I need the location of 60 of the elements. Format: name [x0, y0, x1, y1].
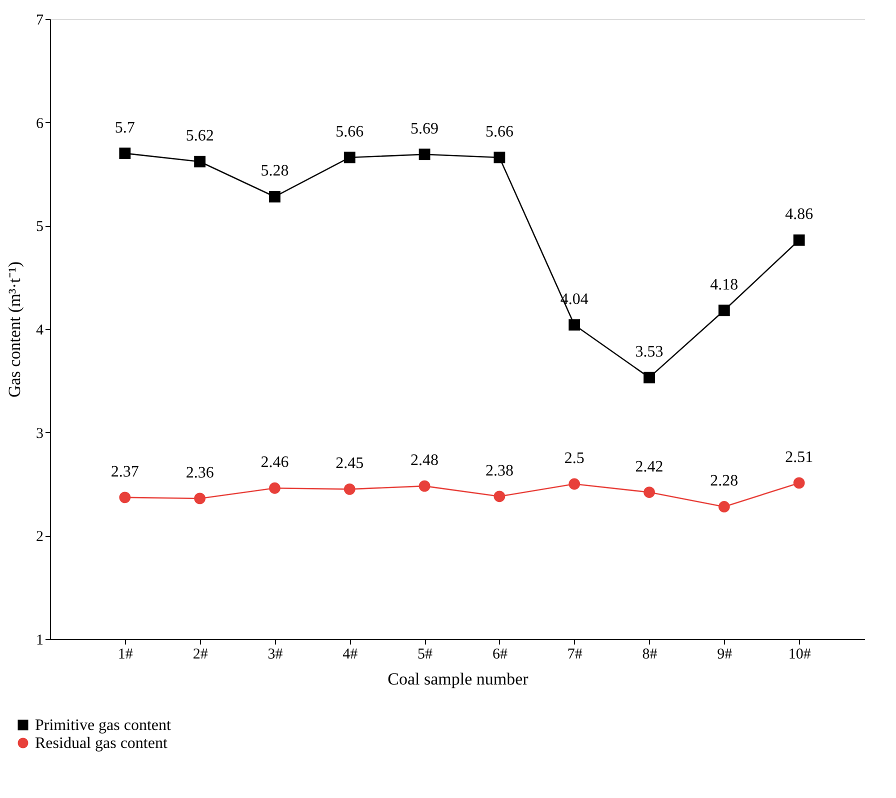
point	[119, 148, 131, 160]
x-tick-label: 6#	[492, 646, 508, 662]
data-label: 2.38	[485, 462, 514, 480]
point	[418, 480, 430, 492]
point	[568, 478, 580, 490]
point	[344, 483, 356, 495]
x-tick-label: 5#	[418, 646, 434, 662]
data-label: 2.37	[110, 463, 139, 480]
x-axis-title: Coal sample number	[388, 670, 529, 688]
point	[344, 152, 356, 164]
x-tick-label: 9#	[717, 646, 733, 662]
y-tick-label: 6	[36, 116, 44, 132]
x-tick-label: 7#	[567, 646, 583, 662]
point	[119, 492, 131, 504]
data-label: 5.62	[186, 128, 214, 145]
y-tick-label: 3	[36, 426, 44, 442]
point	[793, 234, 805, 246]
x-tick-label: 10#	[788, 646, 812, 662]
data-label: 2.36	[186, 464, 214, 482]
point	[194, 492, 206, 504]
data-label: 3.53	[635, 344, 664, 361]
data-label: 5.7	[114, 119, 135, 136]
x-tick-label: 4#	[342, 646, 358, 662]
point	[644, 372, 655, 384]
y-tick-label: 5	[36, 219, 44, 236]
point	[793, 477, 805, 489]
point	[568, 319, 580, 331]
data-label: 2.46	[260, 454, 289, 472]
y-tick-label: 2	[36, 529, 44, 546]
x-tick-label: 3#	[268, 646, 284, 662]
x-tick-label: 1#	[118, 646, 134, 662]
y-tick-label: 1	[36, 632, 44, 648]
data-label: 2.51	[785, 448, 814, 466]
point	[418, 148, 430, 160]
point	[494, 490, 506, 502]
data-label: 5.28	[260, 162, 289, 180]
y-tick-label: 4	[36, 322, 44, 338]
legend-label: Residual gas content	[35, 735, 168, 752]
legend-label: Primitive gas content	[35, 717, 172, 734]
point	[644, 486, 655, 498]
data-label: 5.69	[410, 120, 439, 138]
point	[718, 501, 730, 512]
data-label: 2.42	[635, 458, 664, 476]
data-label: 2.28	[710, 472, 738, 490]
data-label: 4.86	[785, 206, 814, 224]
y-axis-title: Gas content (m³·t⁻¹)	[5, 261, 24, 398]
point	[194, 156, 206, 168]
point	[718, 304, 730, 316]
data-label: 5.66	[336, 123, 364, 140]
data-label: 2.48	[410, 452, 439, 470]
point	[269, 482, 280, 494]
data-label: 5.66	[485, 123, 514, 140]
y-tick-label: 7	[36, 12, 44, 28]
x-tick-label: 8#	[642, 646, 658, 662]
data-label: 2.5	[564, 450, 584, 467]
data-label: 2.45	[336, 455, 364, 472]
point	[494, 152, 506, 164]
point	[269, 191, 280, 202]
data-label: 4.18	[710, 276, 738, 294]
x-tick-label: 2#	[192, 646, 208, 662]
